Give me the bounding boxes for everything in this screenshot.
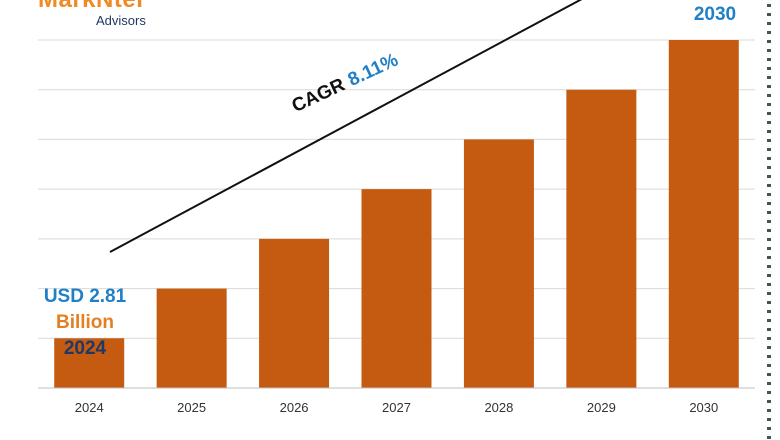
- x-tick-2024: 2024: [75, 400, 104, 415]
- edge-dot: [767, 220, 771, 223]
- bar-2026: [259, 238, 330, 388]
- start-value-callout: USD 2.81 Billion 2024: [30, 284, 140, 362]
- cagr-trend-line: [109, 0, 583, 253]
- edge-dot: [767, 40, 771, 43]
- edge-dot: [767, 229, 771, 232]
- edge-dot: [767, 436, 771, 439]
- edge-dot: [767, 49, 771, 52]
- edge-dot: [767, 58, 771, 61]
- edge-dot: [767, 382, 771, 385]
- bars: [54, 40, 739, 388]
- edge-dot: [767, 283, 771, 286]
- edge-dot: [767, 13, 771, 16]
- edge-dot: [767, 193, 771, 196]
- edge-dot: [767, 4, 771, 7]
- x-tick-2029: 2029: [587, 400, 616, 415]
- start-unit: Billion: [55, 312, 115, 333]
- edge-dot: [767, 292, 771, 295]
- end-year-label: 2030: [693, 4, 737, 25]
- start-year: 2024: [63, 338, 107, 359]
- edge-dot: [767, 211, 771, 214]
- edge-dot: [767, 274, 771, 277]
- logo-sub-text: Advisors: [96, 13, 146, 28]
- edge-dot: [767, 76, 771, 79]
- edge-dot: [767, 85, 771, 88]
- edge-dot: [767, 346, 771, 349]
- bar-2028: [463, 139, 534, 388]
- edge-dot: [767, 328, 771, 331]
- edge-dot: [767, 247, 771, 250]
- x-tick-2028: 2028: [484, 400, 513, 415]
- x-tick-2030: 2030: [689, 400, 718, 415]
- edge-dot: [767, 400, 771, 403]
- edge-dot: [767, 310, 771, 313]
- edge-dot: [767, 121, 771, 124]
- edge-dot: [767, 337, 771, 340]
- start-value: USD 2.81: [43, 286, 127, 307]
- bar-2030: [668, 40, 739, 388]
- right-edge-decoration: [767, 4, 771, 439]
- edge-dot: [767, 31, 771, 34]
- edge-dot: [767, 139, 771, 142]
- edge-dot: [767, 301, 771, 304]
- edge-dot: [767, 166, 771, 169]
- edge-dot: [767, 319, 771, 322]
- x-tick-labels: 2024 2025 2026 2027 2028 2029 2030: [75, 400, 718, 415]
- x-tick-2026: 2026: [280, 400, 309, 415]
- edge-dot: [767, 157, 771, 160]
- edge-dot: [767, 391, 771, 394]
- edge-dot: [767, 418, 771, 421]
- edge-dot: [767, 202, 771, 205]
- edge-dot: [767, 364, 771, 367]
- edge-dot: [767, 409, 771, 412]
- logo-brand-text: MarkNtel: [38, 0, 146, 12]
- edge-dot: [767, 130, 771, 133]
- bar-2029: [566, 89, 637, 388]
- x-tick-2025: 2025: [177, 400, 206, 415]
- bar-2027: [361, 189, 432, 388]
- edge-dot: [767, 103, 771, 106]
- edge-dot: [767, 22, 771, 25]
- bar-2024: [54, 338, 125, 388]
- bar-2025: [156, 288, 227, 388]
- edge-dot: [767, 94, 771, 97]
- edge-dot: [767, 265, 771, 268]
- edge-dot: [767, 184, 771, 187]
- edge-dot: [767, 355, 771, 358]
- edge-dot: [767, 175, 771, 178]
- edge-dot: [767, 112, 771, 115]
- edge-dot: [767, 427, 771, 430]
- edge-dot: [767, 256, 771, 259]
- edge-dot: [767, 67, 771, 70]
- edge-dot: [767, 373, 771, 376]
- edge-dot: [767, 148, 771, 151]
- brand-logo: MarkNtel Advisors: [38, 0, 146, 27]
- edge-dot: [767, 238, 771, 241]
- x-tick-2027: 2027: [382, 400, 411, 415]
